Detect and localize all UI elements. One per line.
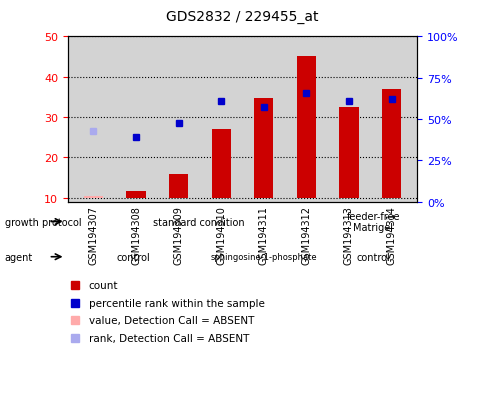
Bar	[211, 130, 230, 198]
Text: control: control	[356, 252, 390, 262]
Text: percentile rank within the sample: percentile rank within the sample	[89, 298, 264, 308]
Text: control: control	[116, 252, 150, 262]
Bar	[339, 108, 358, 198]
Text: sphingosine-1-phosphate: sphingosine-1-phosphate	[211, 253, 317, 261]
Text: GDS2832 / 229455_at: GDS2832 / 229455_at	[166, 10, 318, 24]
Text: growth protocol: growth protocol	[5, 217, 81, 227]
Bar	[169, 174, 188, 198]
Bar	[126, 191, 145, 198]
Text: value, Detection Call = ABSENT: value, Detection Call = ABSENT	[89, 316, 254, 325]
Text: standard condition: standard condition	[153, 217, 244, 227]
Text: rank, Detection Call = ABSENT: rank, Detection Call = ABSENT	[89, 333, 249, 343]
Text: count: count	[89, 280, 118, 290]
Bar	[296, 57, 315, 198]
Bar	[254, 98, 273, 198]
Text: agent: agent	[5, 252, 33, 262]
Text: feeder-free
Matrigel: feeder-free Matrigel	[346, 211, 399, 233]
Bar	[84, 196, 103, 198]
Bar	[381, 90, 400, 198]
